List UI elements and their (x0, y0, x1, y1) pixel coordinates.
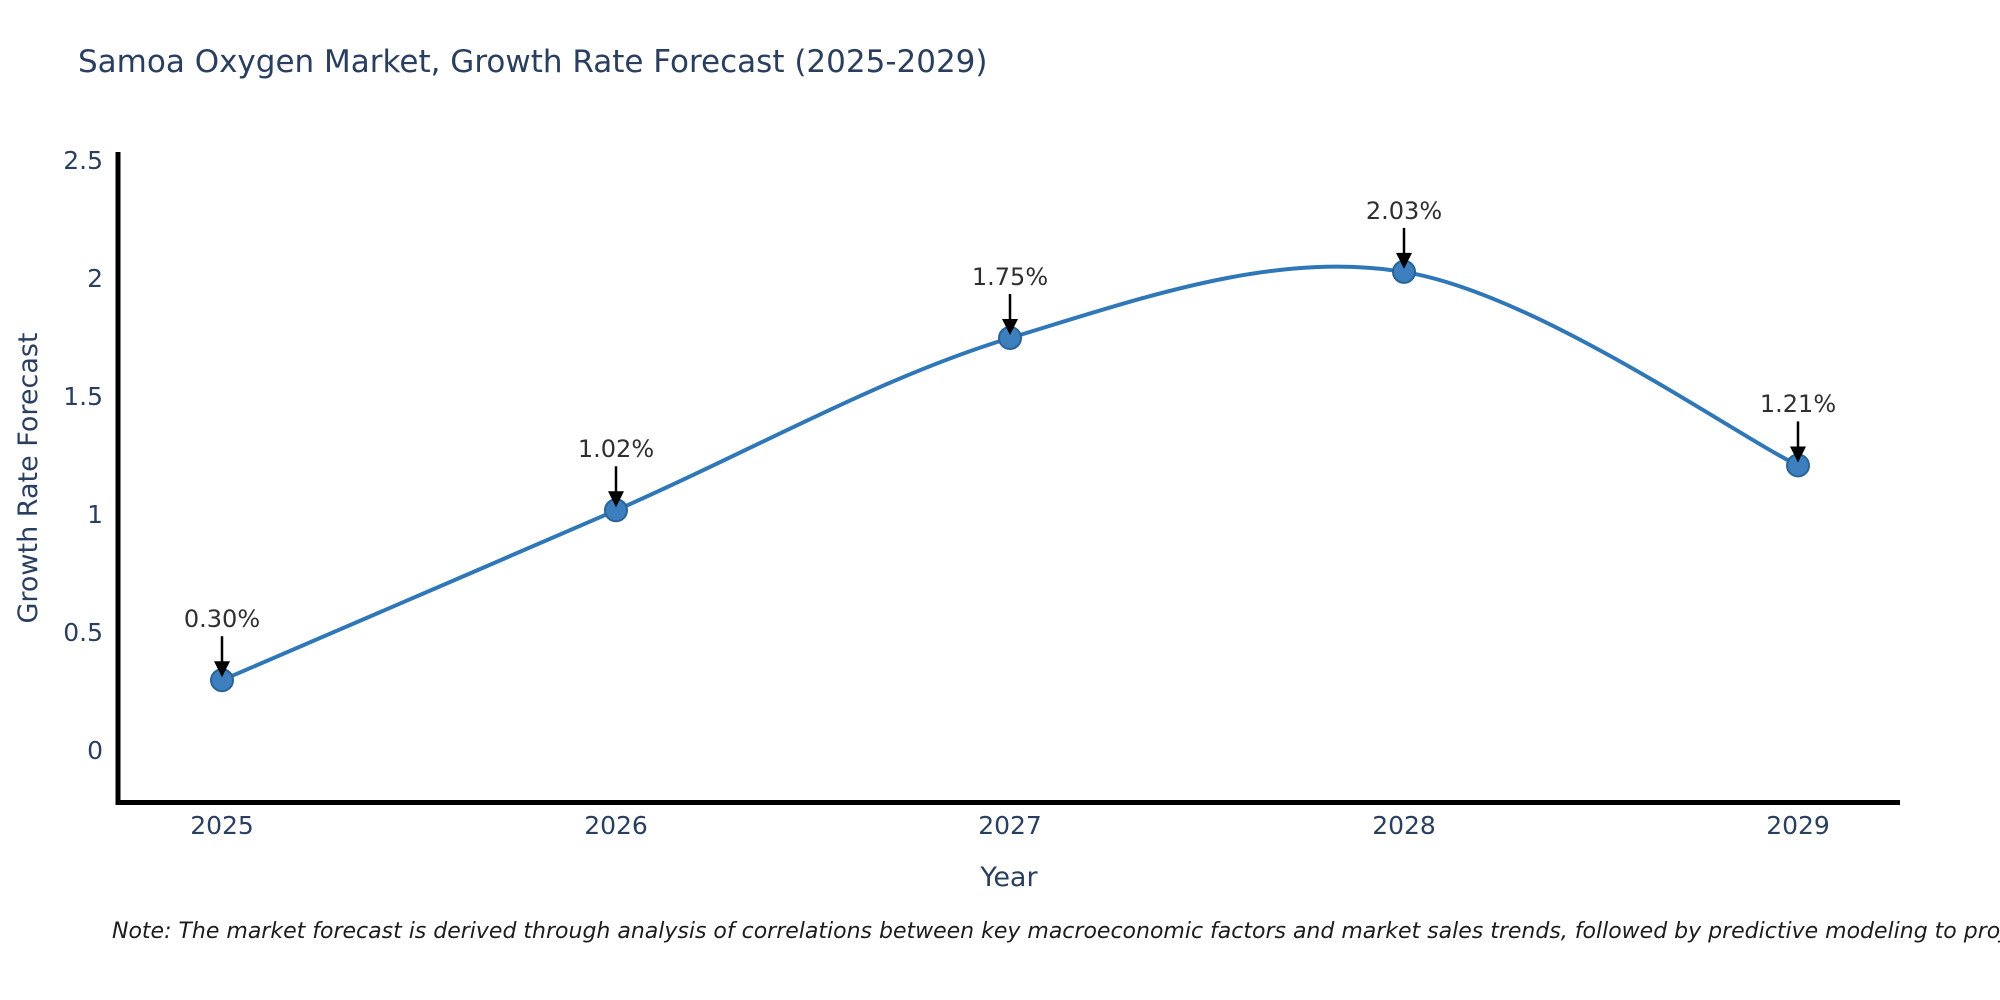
y-tick-label: 2 (87, 264, 103, 293)
annotation-label: 2.03% (1365, 196, 1443, 225)
y-tick-label: 0.5 (63, 618, 103, 647)
annotation-arrowhead (214, 661, 230, 678)
chart-title: Samoa Oxygen Market, Growth Rate Forecas… (78, 44, 988, 80)
annotation-arrowhead (1002, 319, 1018, 335)
y-tick-label: 2.5 (63, 146, 103, 175)
x-axis-title: Year (980, 862, 1038, 893)
annotation-label: 0.30% (183, 605, 261, 634)
y-tick-label: 1 (87, 500, 103, 529)
annotation-arrowhead (608, 491, 624, 508)
annotation-arrowhead (1396, 252, 1412, 269)
x-tick-label: 2028 (1372, 811, 1436, 840)
footnote: Note: The market forecast is derived thr… (112, 919, 2000, 944)
y-tick-label: 0 (87, 736, 103, 765)
x-tick-label: 2026 (584, 811, 648, 840)
annotation-arrowhead (1790, 446, 1806, 463)
annotation-label: 1.21% (1759, 390, 1837, 419)
annotation-label: 1.75% (971, 263, 1049, 291)
x-tick-label: 2029 (1766, 811, 1830, 840)
x-tick-label: 2025 (190, 811, 254, 840)
x-tick-label: 2027 (978, 811, 1042, 840)
y-tick-label: 1.5 (63, 382, 103, 411)
annotation-label: 1.02% (577, 435, 655, 464)
